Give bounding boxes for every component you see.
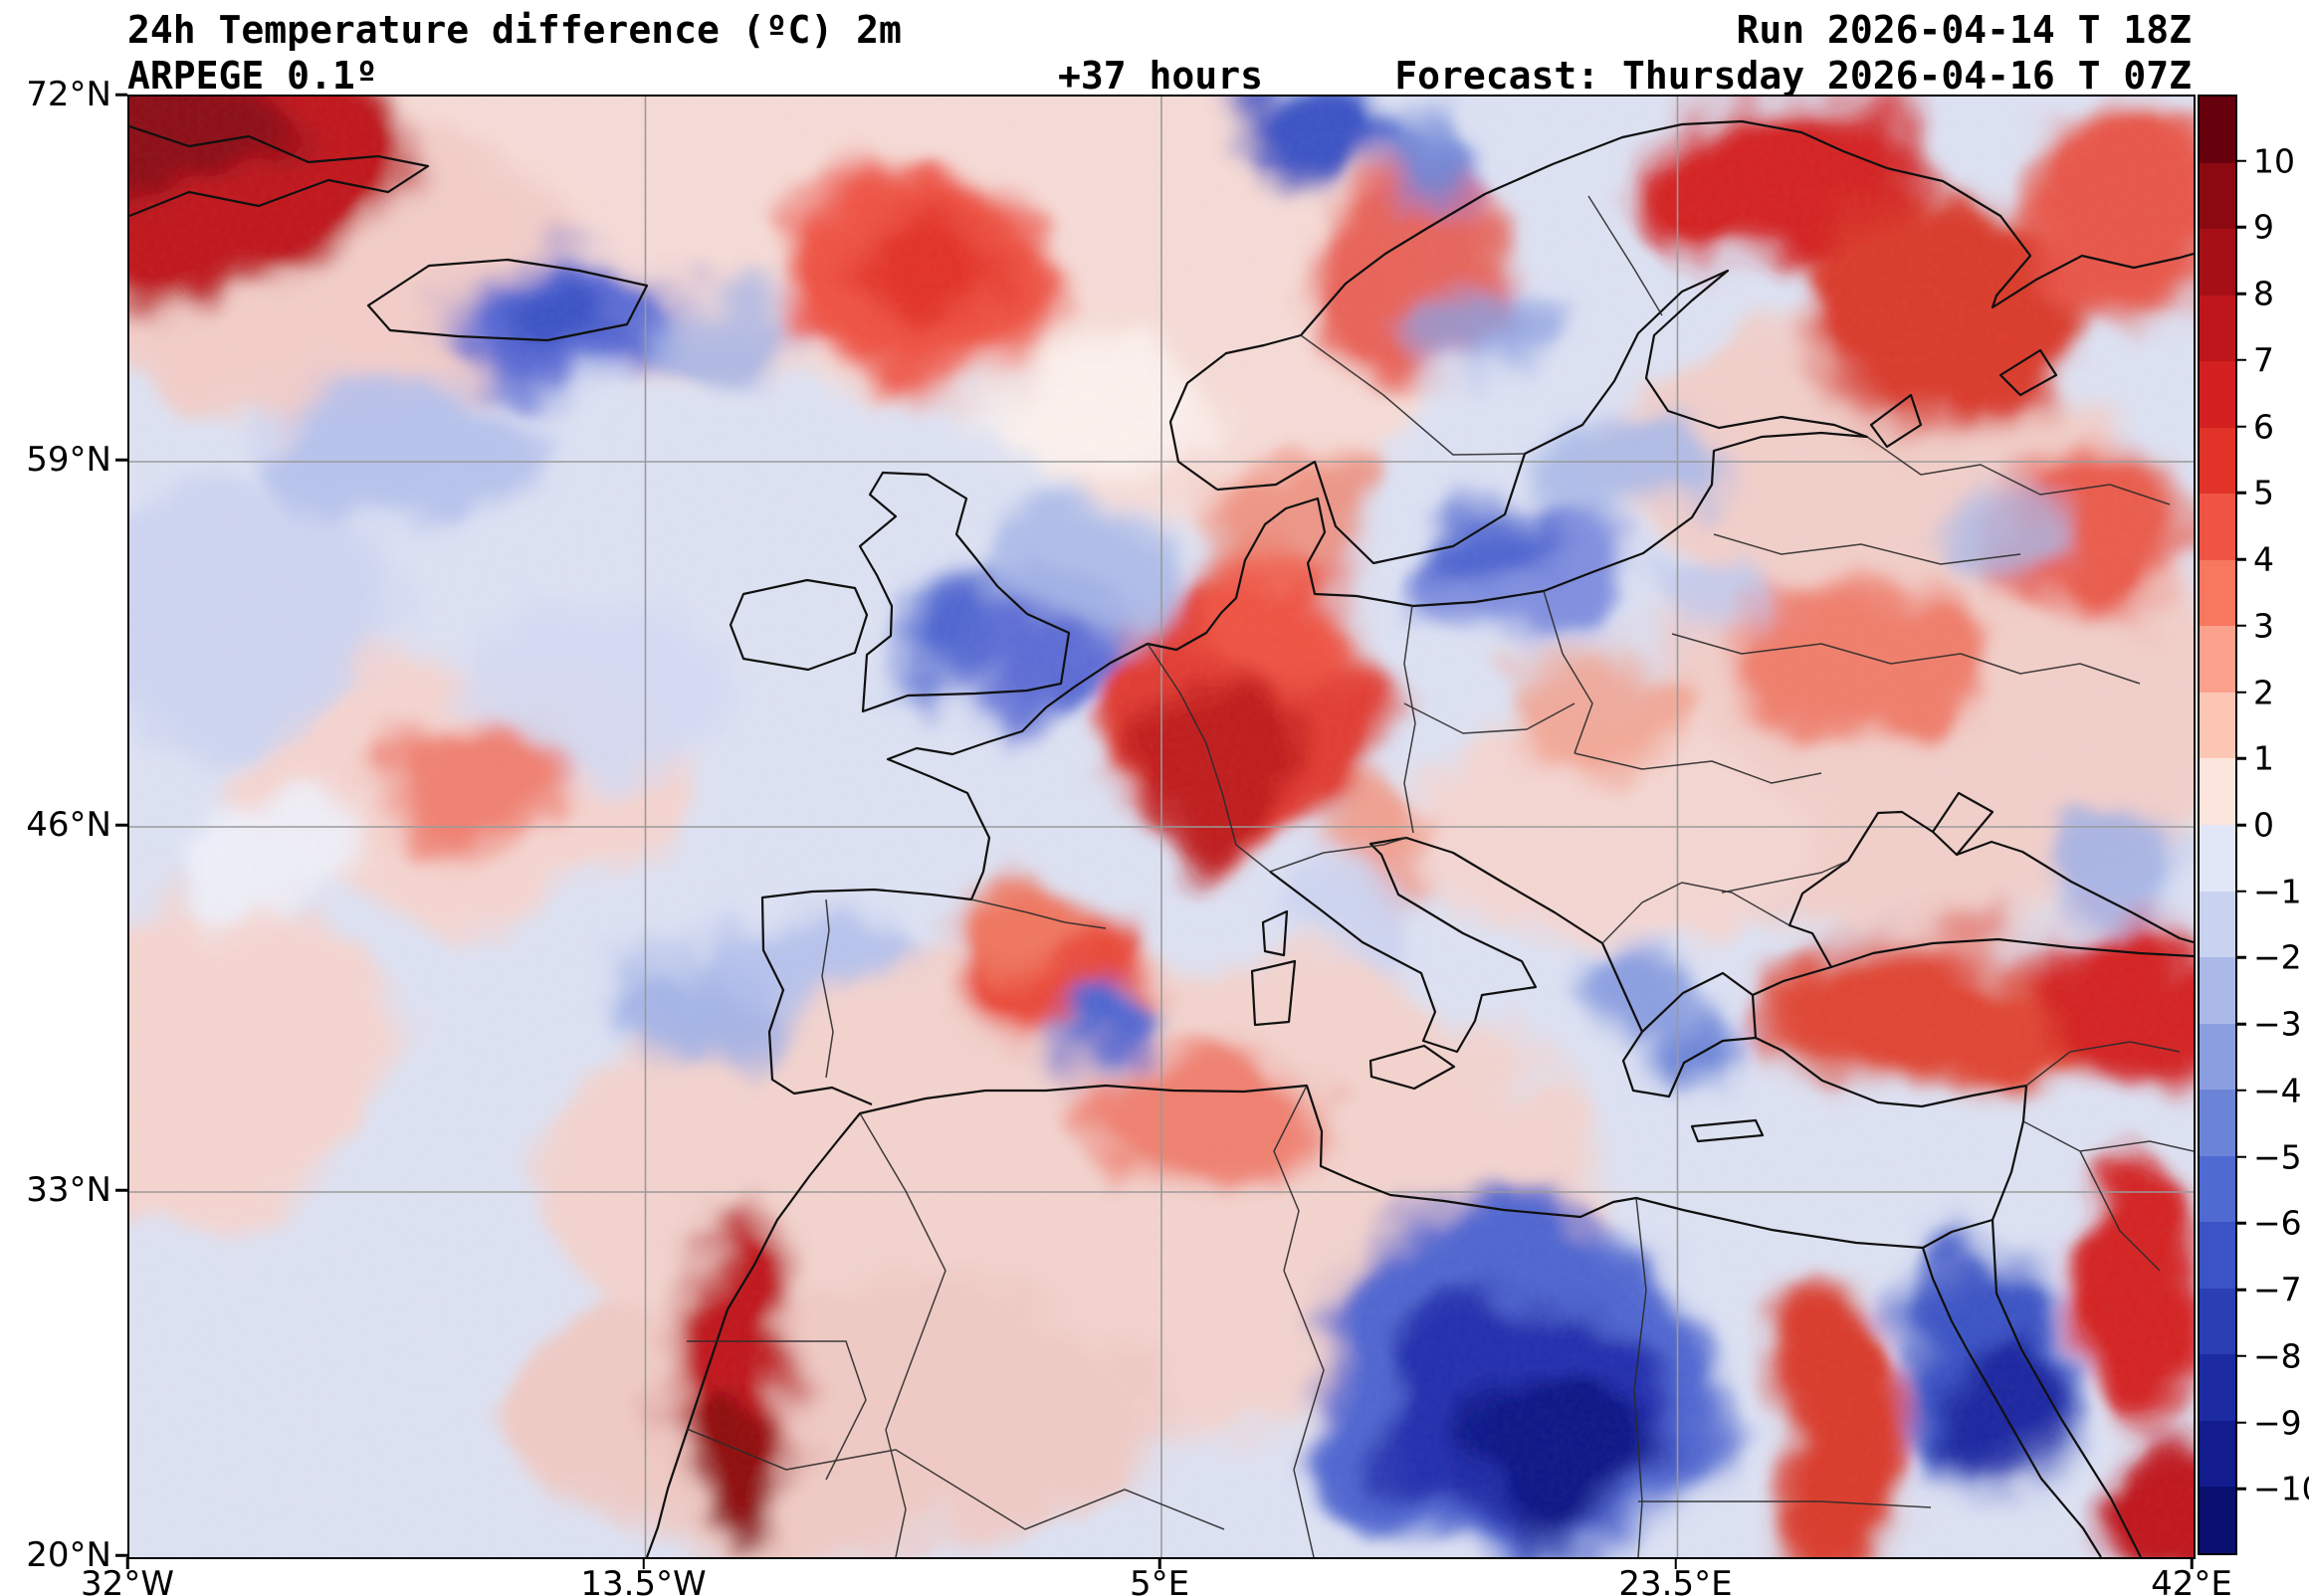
colorbar-tick-mark	[2237, 1089, 2246, 1093]
colorbar-tick-label: 9	[2253, 207, 2274, 247]
colorbar-tick-label: 4	[2253, 539, 2274, 579]
colorbar-tick-mark	[2237, 691, 2246, 694]
colorbar-tick-mark	[2237, 1222, 2246, 1225]
colorbar-tick-label: −5	[2253, 1137, 2302, 1177]
colorbar-tick-label: 8	[2253, 274, 2274, 313]
colorbar-tick-mark	[2237, 292, 2246, 296]
latitude-tick-mark	[115, 93, 127, 97]
colorbar-segment	[2200, 361, 2235, 428]
colorbar-tick-label: −9	[2253, 1403, 2302, 1443]
colorbar-tick-mark	[2237, 492, 2246, 495]
colorbar-segment	[2200, 1222, 2235, 1289]
longitude-tick-label: 32°W	[81, 1564, 174, 1596]
colorbar-segment	[2200, 1155, 2235, 1223]
colorbar-tick-label: 6	[2253, 407, 2274, 447]
latitude-tick-label: 33°N	[26, 1170, 111, 1210]
colorbar-tick-mark	[2237, 1022, 2246, 1026]
colorbar-segment	[2200, 1023, 2235, 1091]
colorbar-segment	[2200, 1354, 2235, 1421]
colorbar-segment	[2200, 559, 2235, 627]
colorbar-tick-label: −4	[2253, 1071, 2302, 1110]
colorbar-tick-mark	[2237, 823, 2246, 827]
latitude-tick-label: 59°N	[26, 440, 111, 480]
longitude-tick-label: 23.5°E	[1618, 1564, 1733, 1596]
colorbar-tick-mark	[2237, 1155, 2246, 1158]
longitude-tick-label: 13.5°W	[580, 1564, 707, 1596]
colorbar-tick-label: −8	[2253, 1336, 2302, 1376]
temperature-field-map	[129, 97, 2194, 1557]
map-plot-area	[127, 95, 2196, 1559]
longitude-tick-mark	[1157, 1557, 1161, 1569]
colorbar-tick-label: 7	[2253, 340, 2274, 380]
latitude-tick-mark	[115, 1553, 127, 1557]
colorbar-segment	[2200, 957, 2235, 1024]
latitude-tick-label: 46°N	[26, 805, 111, 845]
colorbar-tick-mark	[2237, 557, 2246, 561]
longitude-tick-mark	[2190, 1557, 2194, 1569]
longitude-tick-mark	[125, 1557, 129, 1569]
colorbar-tick-label: 1	[2253, 738, 2274, 778]
colorbar-tick-label: 0	[2253, 805, 2274, 845]
graticule-gridlines	[129, 97, 2194, 1557]
colorbar-tick-label: −1	[2253, 872, 2302, 911]
latitude-tick-mark	[115, 823, 127, 827]
longitude-tick-label: 42°E	[2151, 1564, 2232, 1596]
colorbar-segment	[2200, 758, 2235, 826]
colorbar-segment	[2200, 97, 2235, 163]
colorbar-segment	[2200, 891, 2235, 958]
longitude-axis: 32°W 13.5°W 5°E 23.5°E 42°E	[81, 1564, 2232, 1596]
longitude-tick-mark	[1674, 1557, 1677, 1569]
colorbar-tick-label: 2	[2253, 673, 2274, 712]
latitude-tick-label: 72°N	[26, 75, 111, 114]
colorbar-segment	[2200, 1420, 2235, 1488]
colorbar-segment	[2200, 1487, 2235, 1554]
colorbar-tick-label: −10	[2253, 1469, 2309, 1508]
colorbar-tick-mark	[2237, 1421, 2246, 1424]
colorbar-tick-mark	[2237, 956, 2246, 959]
colorbar-tick-mark	[2237, 358, 2246, 362]
colorbar-tick-mark	[2237, 159, 2246, 162]
colorbar-segment	[2200, 162, 2235, 230]
colorbar-segment	[2200, 229, 2235, 296]
latitude-tick-label: 20°N	[26, 1535, 111, 1575]
run-label: Run 2026-04-14 T 18Z	[1736, 8, 2192, 52]
latitude-axis: 72°N 59°N 46°N 33°N 20°N	[0, 75, 111, 1575]
colorbar-tick-mark	[2237, 425, 2246, 428]
colorbar-tick-mark	[2237, 1354, 2246, 1358]
latitude-tick-mark	[115, 1188, 127, 1192]
colorbar-tick-mark	[2237, 226, 2246, 229]
forecast-label: Forecast: Thursday 2026-04-16 T 07Z	[1394, 54, 2192, 98]
colorbar-tick-mark	[2237, 890, 2246, 893]
colorbar-segment	[2200, 427, 2235, 495]
colorbar-segment	[2200, 494, 2235, 560]
longitude-tick-mark	[642, 1557, 645, 1569]
colorbar-tick-label: 10	[2253, 141, 2295, 181]
colorbar-tick-label: −6	[2253, 1203, 2302, 1243]
colorbar-tick-mark	[2237, 1488, 2246, 1491]
colorbar-tick-label: 5	[2253, 473, 2274, 512]
colorbar-segment	[2200, 626, 2235, 693]
colorbar-tick-label: −3	[2253, 1004, 2302, 1044]
colorbar-segment	[2200, 1090, 2235, 1156]
colorbar-tick-mark	[2237, 624, 2246, 628]
colorbar-tick-label: 3	[2253, 606, 2274, 646]
lead-time-label: +37 hours	[1058, 54, 1263, 98]
colorbar-tick-label: −7	[2253, 1270, 2302, 1309]
chart-title: 24h Temperature difference (ºC) 2m	[127, 8, 902, 52]
colorbar-tick-mark	[2237, 757, 2246, 760]
country-borders	[686, 195, 2194, 1557]
model-label: ARPEGE 0.1º	[127, 54, 378, 98]
latitude-tick-mark	[115, 458, 127, 462]
colorbar-gradient	[2198, 95, 2237, 1555]
colorbar-tick-label: −2	[2253, 937, 2302, 977]
colorbar-segment	[2200, 825, 2235, 892]
colorbar-segment	[2200, 692, 2235, 759]
colorbar-segment	[2200, 295, 2235, 362]
colorbar-tick-mark	[2237, 1288, 2246, 1292]
colorbar-segment	[2200, 1288, 2235, 1355]
longitude-tick-label: 5°E	[1129, 1564, 1190, 1596]
